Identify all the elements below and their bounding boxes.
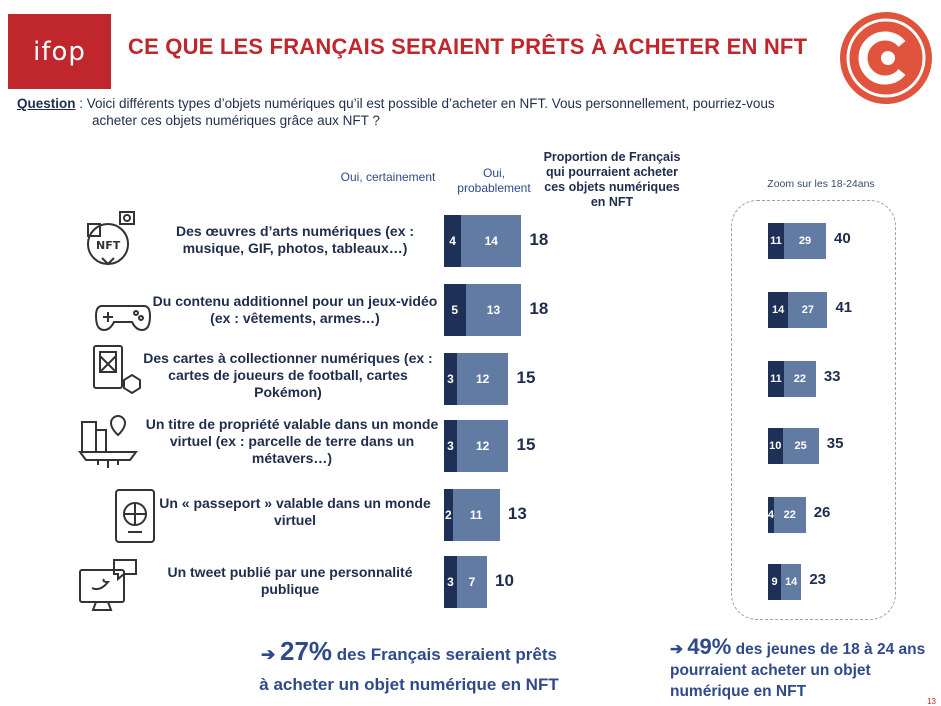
footer-left-text2: à acheter un objet numérique en NFT xyxy=(259,675,559,694)
footer-left-percent: 27% xyxy=(280,636,333,666)
footer-right-percent: 49% xyxy=(687,634,732,659)
row-label-tweet: Un tweet publié par une personnalité pub… xyxy=(167,564,413,597)
main-bar-total-4: 13 xyxy=(507,504,527,523)
main-bar-certain-0: 4 xyxy=(444,215,462,267)
main-bar-probable-2: 12 xyxy=(456,353,509,405)
col-header-certain: Oui, certainement xyxy=(340,170,436,184)
ifop-logo: ifop xyxy=(8,14,111,89)
main-bar-certain-5: 3 xyxy=(444,556,457,608)
zoom-bar-total-4: 26 xyxy=(813,504,831,521)
arrow-right-icon: ➔ xyxy=(670,641,683,658)
zoom-bar-probable-3: 25 xyxy=(782,428,819,464)
question-text: Question : Voici différents types d’obje… xyxy=(17,95,817,129)
row-label-virtual-property: Un titre de propriété valable dans un mo… xyxy=(145,416,439,466)
zoom-bar-certain-0: 11 xyxy=(768,223,784,259)
col-header-proportion: Proportion de Français qui pourraient ac… xyxy=(543,150,681,209)
main-bar-certain-1: 5 xyxy=(444,284,466,336)
zoom-bar-certain-3: 10 xyxy=(768,428,783,464)
brand-logo-icon xyxy=(840,12,932,104)
zoom-bar-total-5: 23 xyxy=(809,571,827,588)
row-label-collectible-cards: Des cartes à collectionner numériques (e… xyxy=(143,350,433,400)
footer-left-text1: des Français seraient prêts xyxy=(332,645,557,664)
zoom-bar-total-3: 35 xyxy=(826,435,844,452)
main-bar-probable-1: 13 xyxy=(465,284,522,336)
page-title: CE QUE LES FRANÇAIS SERAIENT PRÊTS À ACH… xyxy=(128,34,808,59)
zoom-bar-certain-2: 11 xyxy=(768,361,784,397)
zoom-bar-total-2: 33 xyxy=(823,368,841,385)
col-header-probable: Oui, probablement xyxy=(457,166,531,195)
page-number: 13 xyxy=(927,697,936,706)
tweet-icon xyxy=(79,559,137,611)
zoom-bar-probable-5: 14 xyxy=(781,564,802,600)
zoom-bar-probable-1: 27 xyxy=(788,292,828,328)
zoom-bar-certain-4: 4 xyxy=(768,497,774,533)
zoom-header: Zoom sur les 18-24ans xyxy=(767,178,875,190)
zoom-bar-certain-1: 14 xyxy=(768,292,789,328)
main-bar-total-3: 15 xyxy=(516,435,536,454)
question-label: Question xyxy=(17,96,76,111)
main-bar-probable-0: 14 xyxy=(461,215,522,267)
nft-art-icon: NFT xyxy=(87,211,135,266)
main-bar-total-0: 18 xyxy=(529,230,549,249)
row-label-digital-art: Des œuvres d’arts numériques (ex : musiq… xyxy=(175,223,415,256)
zoom-bar-probable-2: 22 xyxy=(783,361,816,397)
gamepad-icon xyxy=(94,305,152,332)
zoom-bar-total-0: 40 xyxy=(834,230,851,247)
zoom-bar-probable-0: 29 xyxy=(783,223,826,259)
svg-text:NFT: NFT xyxy=(96,239,121,252)
zoom-frame xyxy=(731,200,896,620)
arrow-right-icon: ➔ xyxy=(261,645,276,664)
main-bar-probable-4: 11 xyxy=(452,489,500,541)
footer-right-summary: ➔ 49% des jeunes de 18 à 24 ans pourraie… xyxy=(670,636,936,702)
footer-right-text: des jeunes de 18 à 24 ans pourraient ach… xyxy=(670,641,926,700)
main-bar-certain-2: 3 xyxy=(444,353,457,405)
passport-icon xyxy=(115,489,155,543)
main-bar-probable-3: 12 xyxy=(456,420,509,472)
row-label-game-content: Du contenu additionnel pour un jeux-vidé… xyxy=(152,293,438,326)
main-bar-total-2: 15 xyxy=(516,368,536,387)
zoom-bar-probable-4: 22 xyxy=(773,497,806,533)
main-bar-certain-4: 2 xyxy=(444,489,453,541)
zoom-bar-total-1: 41 xyxy=(835,299,853,316)
virtual-land-icon xyxy=(78,414,138,468)
trading-card-icon xyxy=(93,345,141,395)
question-line2: acheter ces objets numériques grâce aux … xyxy=(92,113,380,128)
row-label-passport: Un « passeport » valable dans un monde v… xyxy=(159,495,431,528)
main-bar-total-1: 18 xyxy=(529,299,549,318)
footer-left-summary: ➔ 27% des Français seraient prêts à ache… xyxy=(214,636,604,700)
main-bar-total-5: 10 xyxy=(495,571,514,590)
zoom-bar-certain-5: 9 xyxy=(768,564,782,600)
main-bar-probable-5: 7 xyxy=(456,556,487,608)
main-bar-certain-3: 3 xyxy=(444,420,457,472)
question-line1: : Voici différents types d’objets numéri… xyxy=(75,96,775,111)
